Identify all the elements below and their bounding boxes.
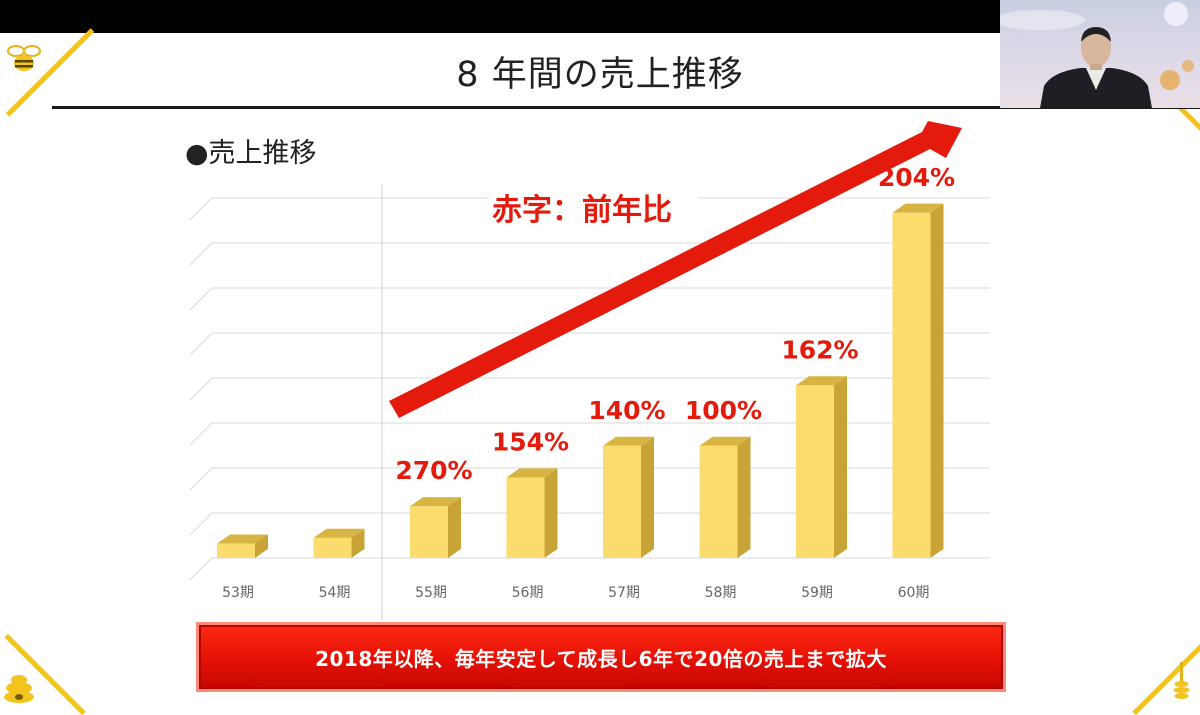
bar-face [410, 506, 448, 558]
bar-top [506, 468, 558, 478]
presenter-video [1000, 2, 1194, 108]
bar-side [930, 203, 944, 558]
gridline [189, 422, 990, 446]
honey-dipper-icon [1173, 662, 1190, 699]
bar-face [506, 477, 545, 558]
bar-face [796, 385, 834, 558]
gridline [189, 467, 990, 491]
bar-55期 [410, 497, 461, 558]
annotation-label: 赤字：前年比 [492, 193, 672, 228]
gridline [189, 332, 990, 356]
bar-top [410, 497, 461, 507]
bar-face [313, 537, 352, 558]
x-tick-label: 60期 [898, 585, 930, 601]
slide [0, 33, 1200, 710]
data-label: 162% [781, 335, 858, 364]
bar-face [699, 445, 738, 558]
bar-face [892, 212, 931, 558]
webcam-video-feed[interactable] [1000, 0, 1200, 108]
x-tick-label: 54期 [319, 585, 351, 601]
gridline [189, 242, 990, 266]
x-tick-label: 58期 [705, 585, 737, 601]
bar-top [217, 534, 268, 544]
gridline [189, 197, 990, 221]
bar-top [603, 436, 654, 446]
chart-subtitle: ●売上推移 [185, 138, 317, 169]
x-tick-label: 55期 [415, 585, 447, 601]
data-label: 100% [685, 396, 762, 425]
bar-60期 [892, 203, 944, 558]
bar-58期 [699, 436, 751, 558]
bar-side [544, 468, 558, 558]
gridline [189, 512, 990, 536]
bar-top [699, 436, 751, 446]
gridline [189, 287, 990, 311]
bar-top [313, 528, 365, 538]
summary-banner-text: 2018年以降、毎年安定して成長し6年で20倍の売上まで拡大 [315, 646, 887, 671]
bar-59期 [796, 376, 847, 558]
gridline [189, 557, 990, 581]
bar-side [834, 376, 847, 558]
x-tick-label: 53期 [222, 585, 254, 601]
bee-icon [7, 45, 41, 71]
page-title: 8 年間の売上推移 [456, 55, 744, 95]
annotation-bg [488, 186, 698, 232]
x-tick-label: 57期 [608, 585, 640, 601]
x-tick-label: 59期 [801, 585, 833, 601]
data-label: 154% [492, 427, 569, 456]
bar-side [737, 436, 751, 558]
bar-56期 [506, 468, 558, 558]
bar-top [796, 376, 847, 386]
bar-side [641, 436, 654, 558]
bar-54期 [313, 528, 365, 558]
summary-banner: 2018年以降、毎年安定して成長し6年で20倍の売上まで拡大 [196, 622, 1006, 692]
gridline [189, 377, 990, 401]
bar-face [603, 445, 641, 558]
bar-side [255, 534, 268, 558]
bar-side [448, 497, 461, 558]
trend-arrow [389, 121, 962, 418]
x-tick-label: 56期 [512, 585, 544, 601]
bar-side [351, 528, 365, 558]
bar-face [217, 543, 255, 558]
bar-top [892, 203, 944, 213]
title-underline [52, 106, 1200, 109]
beehive-icon [4, 675, 34, 703]
bar-57期 [603, 436, 654, 558]
data-label: 270% [395, 456, 472, 485]
bar-53期 [217, 534, 268, 558]
data-label: 140% [588, 396, 665, 425]
